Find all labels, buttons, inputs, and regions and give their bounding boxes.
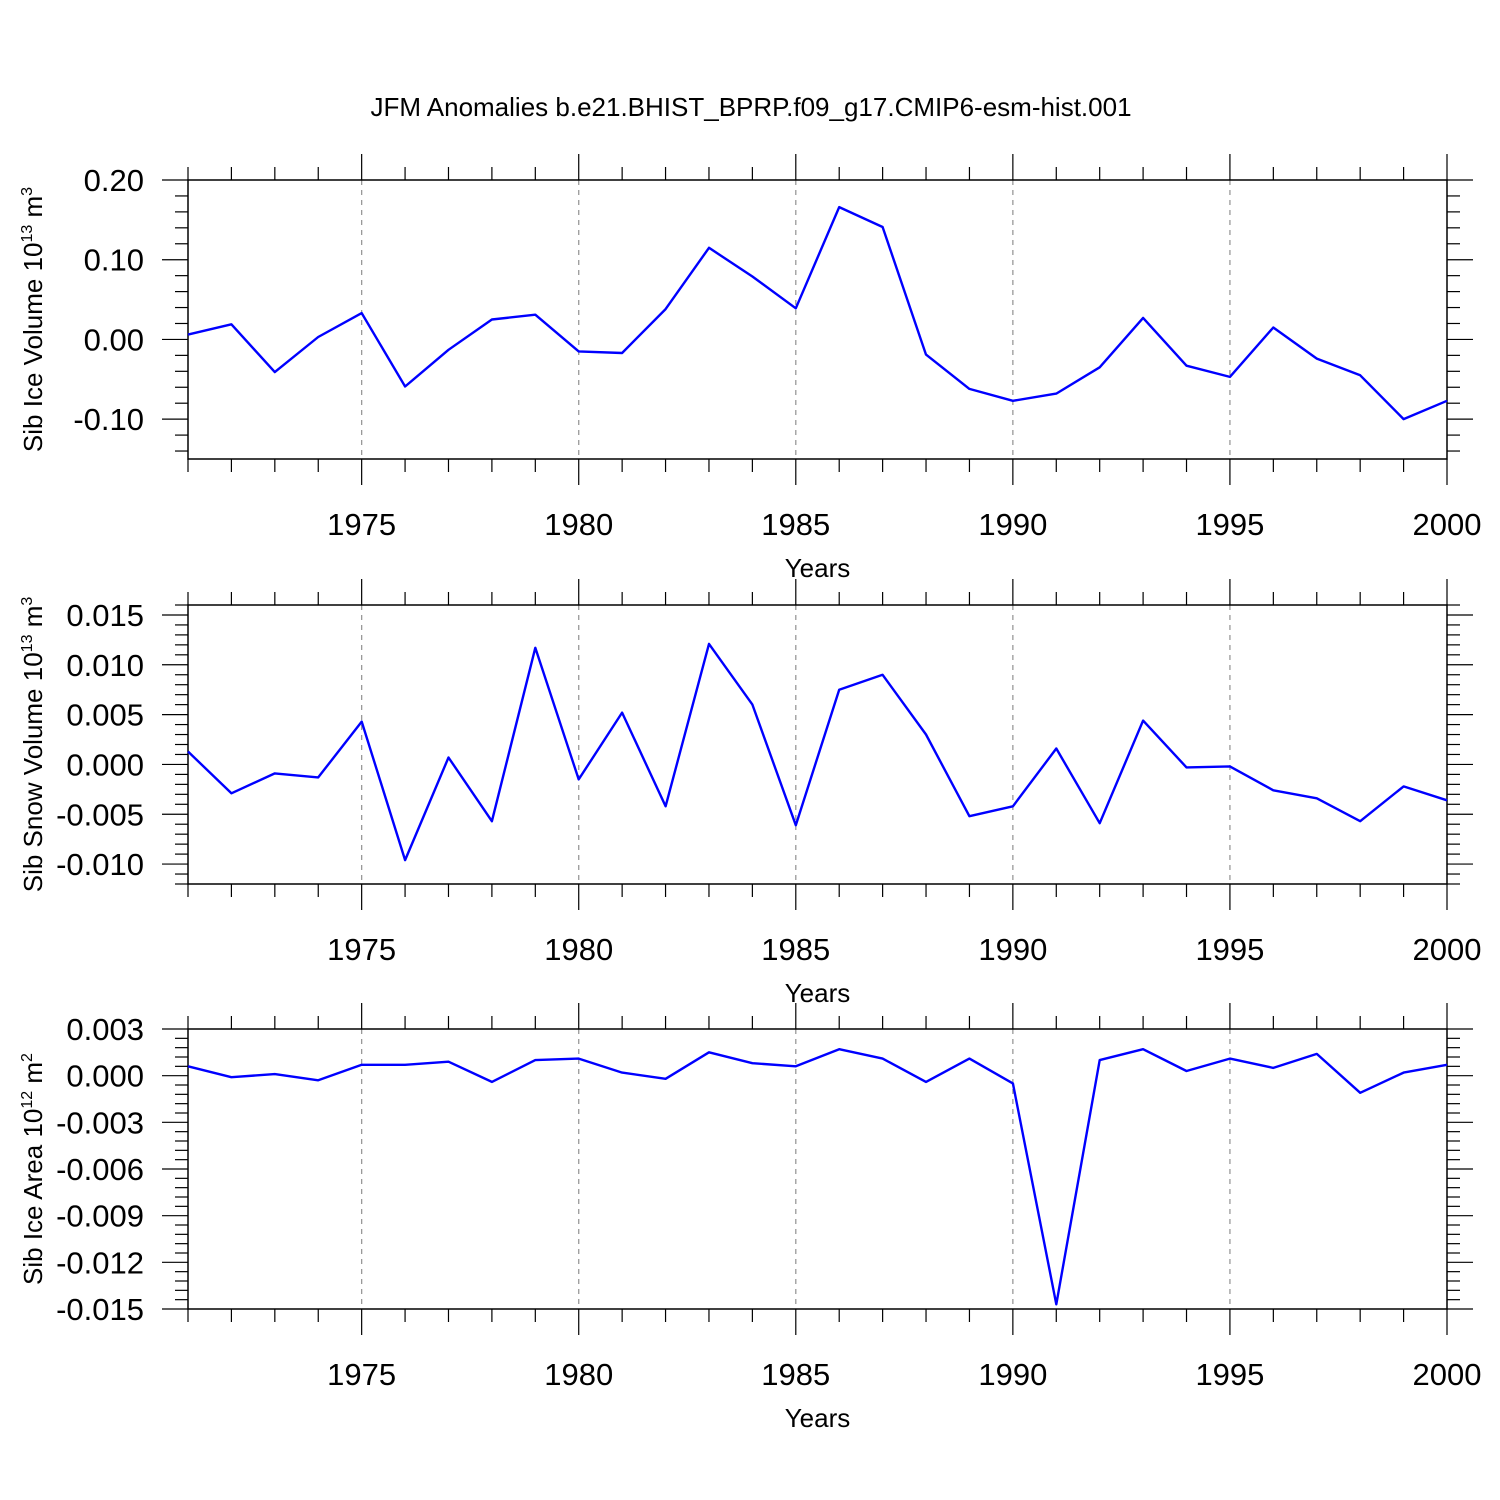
y-axis-label: Sib Snow Volume 1013 m3 — [18, 597, 48, 893]
x-tick-label: 1985 — [761, 507, 830, 542]
x-axis-label: Years — [785, 553, 851, 583]
x-tick-label: 1995 — [1195, 1357, 1264, 1392]
y-tick-label: -0.009 — [56, 1199, 144, 1234]
plot-frame — [187, 1028, 1448, 1310]
x-tick-label: 1975 — [327, 507, 396, 542]
y-tick-label: -0.005 — [56, 797, 144, 832]
x-tick-label: 1990 — [978, 932, 1047, 967]
x-tick-label: 2000 — [1413, 1357, 1482, 1392]
x-tick-label: 1980 — [544, 1357, 613, 1392]
x-axis-label: Years — [785, 978, 851, 1008]
y-axis-label: Sib Ice Area 1012 m2 — [18, 1053, 48, 1285]
plot-frame — [187, 604, 1448, 885]
chart-panel-3: 0.003 0.000 -0.003 -0.006 -0.009 -0.012 -0.015… — [18, 1003, 1481, 1433]
x-tick-label: 1985 — [761, 1357, 830, 1392]
y-tick-label: -0.010 — [56, 847, 144, 882]
y-tick-label: -0.10 — [73, 402, 144, 437]
y-axis-label-text: Sib Ice Area 10 — [18, 1109, 48, 1285]
y-tick-label: 0.20 — [84, 163, 144, 198]
y-axis-label-unit: m — [18, 606, 48, 635]
y-axis-label-text: Sib Snow Volume 10 — [18, 652, 48, 892]
y-axis-label-unit: m — [18, 196, 48, 225]
plot-frame — [187, 179, 1448, 460]
y-axis-label-unit-exponent: 3 — [19, 187, 36, 196]
y-tick-label: 0.00 — [84, 322, 144, 357]
x-tick-label: 2000 — [1413, 507, 1482, 542]
y-tick-label: 0.000 — [66, 1059, 144, 1094]
y-axis-label: Sib Ice Volume 1013 m3 — [18, 187, 48, 452]
y-axis-label-unit-exponent: 2 — [19, 1053, 36, 1062]
series-line — [187, 642, 1448, 862]
y-axis-label-text: Sib Ice Volume 10 — [18, 243, 48, 453]
y-tick-label: -0.003 — [56, 1105, 144, 1140]
y-axis-label-exponent: 13 — [19, 634, 36, 652]
panels: 0.20 0.10 0.00 -0.10 1975 1980 1985 1990 1995 200… — [18, 154, 1481, 1433]
x-tick-label: 1980 — [544, 507, 613, 542]
x-axis-label: Years — [785, 1403, 851, 1433]
chart-title: JFM Anomalies b.e21.BHIST_BPRP.f09_g17.C… — [370, 92, 1131, 122]
x-tick-label: 1995 — [1195, 507, 1264, 542]
x-tick-label: 1995 — [1195, 932, 1264, 967]
y-tick-label: 0.000 — [66, 747, 144, 782]
series-line — [187, 205, 1448, 421]
x-tick-label: 1975 — [327, 932, 396, 967]
y-tick-label: 0.005 — [66, 698, 144, 733]
chart-panel-2: 0.015 0.010 0.005 0.000 -0.005 -0.010 1975 1980… — [18, 579, 1481, 1008]
y-tick-label: 0.003 — [66, 1012, 144, 1047]
y-tick-label: -0.006 — [56, 1152, 144, 1187]
y-tick-label: 0.010 — [66, 648, 144, 683]
x-tick-label: 1980 — [544, 932, 613, 967]
y-tick-label: 0.10 — [84, 243, 144, 278]
y-tick-label: -0.012 — [56, 1245, 144, 1280]
x-tick-label: 2000 — [1413, 932, 1482, 967]
y-tick-label: 0.015 — [66, 598, 144, 633]
y-axis-label-unit: m — [18, 1062, 48, 1091]
x-tick-label: 1990 — [978, 507, 1047, 542]
y-axis-label-exponent: 13 — [19, 225, 36, 243]
y-axis-label-exponent: 12 — [19, 1091, 36, 1109]
y-tick-label: -0.015 — [56, 1292, 144, 1327]
x-tick-label: 1975 — [327, 1357, 396, 1392]
x-tick-label: 1985 — [761, 932, 830, 967]
y-axis-label-unit-exponent: 3 — [19, 597, 36, 606]
chart-panel-1: 0.20 0.10 0.00 -0.10 1975 1980 1985 1990 1995 200… — [18, 154, 1481, 583]
series-line — [187, 1047, 1448, 1306]
x-tick-label: 1990 — [978, 1357, 1047, 1392]
